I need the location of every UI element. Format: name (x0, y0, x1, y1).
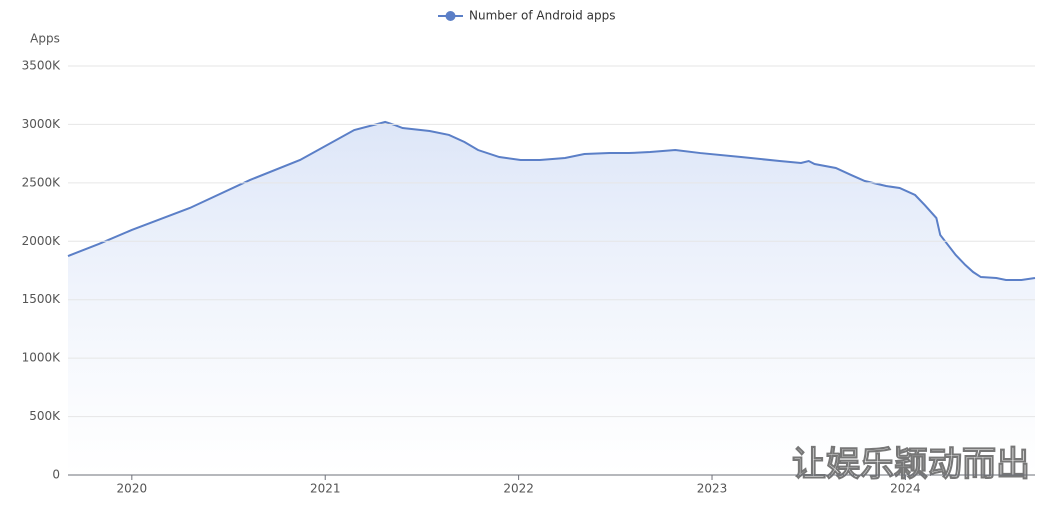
area (68, 121, 1035, 475)
y-axis-label: Apps (30, 32, 60, 46)
y-tick-label: 3500K (22, 59, 62, 73)
x-tick-label: 2020 (117, 482, 148, 496)
x-tick-label: 2023 (697, 482, 728, 496)
legend-label: Number of Android apps (469, 9, 615, 23)
x-tick-label: 2021 (310, 482, 341, 496)
y-tick-label: 2000K (22, 234, 62, 248)
y-tick-label: 0 (52, 468, 60, 482)
y-tick-label: 500K (29, 409, 61, 423)
y-tick-label: 1500K (22, 292, 62, 306)
y-tick-label: 1000K (22, 351, 62, 365)
x-tick-label: 2024 (890, 482, 921, 496)
y-tick-label: 2500K (22, 175, 62, 189)
watermark: 让娱乐颖动而出 (792, 445, 1030, 485)
x-tick-label: 2022 (503, 482, 534, 496)
y-tick-label: 3000K (22, 117, 62, 131)
line (67, 120, 1036, 281)
legend-marker (445, 11, 456, 21)
